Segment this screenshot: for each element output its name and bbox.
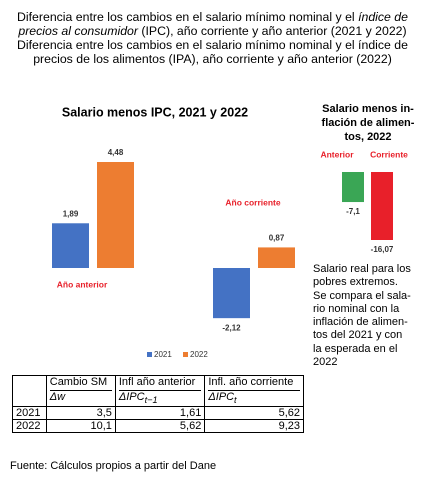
value-label: -7,1 — [346, 207, 360, 216]
cell: 9,23 — [204, 419, 304, 434]
category-label: Corriente — [370, 149, 408, 159]
title-part: (IPC), año corriente y año anterior (202… — [137, 24, 407, 38]
header-cell: Infl. año co­rriente ΔIPCt — [204, 374, 304, 408]
column-title: Cambio SM — [49, 376, 108, 388]
title: Diferencia entre los cambios en el salar… — [4, 10, 421, 38]
cell: 5,62 — [114, 419, 206, 434]
legend-label: 2022 — [190, 350, 208, 359]
note-line: la esperada en el — [313, 342, 398, 355]
value-label: 1,89 — [63, 209, 79, 218]
note-line: pobres extremos. — [313, 276, 398, 289]
data-row: 2022 10,1 5,62 9,23 — [12, 419, 304, 434]
title-part: índice de precios al consumidor — [18, 10, 408, 38]
table: Cambio SM Δw Infl año an­terior ΔIPCt−1 Infl… — [12, 374, 304, 434]
header-cell: Infl año an­terior ΔIPCt−1 — [114, 374, 206, 408]
category-label: Año corriente — [225, 197, 281, 207]
category-label: Año anterior — [57, 279, 108, 289]
note-line: rio nominal con la — [313, 302, 400, 315]
footer: Fuente: Cálculos propios a partir del Da… — [10, 460, 217, 472]
category-label: Anterior — [320, 149, 354, 159]
legend-swatch — [147, 352, 152, 357]
header-row: Cambio SM Δw Infl año an­terior ΔIPCt−1 Infl… — [12, 374, 304, 408]
header-cell — [12, 374, 47, 408]
cell: 3,5 — [45, 406, 116, 421]
note: Salario real para los pobres extremos. Se … — [313, 263, 411, 369]
value-label: -2,12 — [222, 323, 241, 332]
symbol: Δw — [49, 391, 66, 403]
symbol: ΔIPC — [208, 391, 235, 403]
column-symbol: ΔIPCt — [208, 390, 300, 406]
symbol-sub: t−1 — [144, 395, 158, 406]
legend-swatch — [183, 352, 188, 357]
bar — [213, 268, 250, 319]
note-line: inflación de alimen- — [313, 316, 408, 329]
note-line: Se compara el sala- — [313, 289, 411, 302]
symbol-sub: t — [234, 395, 237, 406]
column-title: Infl año an­terior — [118, 376, 196, 388]
bar — [371, 172, 393, 240]
note-line: Salario real para los — [313, 263, 411, 275]
chart-title: tos, 2022 — [344, 131, 391, 143]
value-label: 4,48 — [108, 148, 124, 157]
cell: 1,61 — [114, 406, 206, 421]
bar — [52, 223, 89, 268]
note-line: 2022 — [313, 356, 338, 369]
header: Diferencia entre los cambios en el salar… — [4, 10, 421, 66]
legend-label: 2021 — [154, 350, 172, 359]
bar — [97, 162, 134, 268]
chart-title: Salario menos in- — [322, 103, 414, 115]
bar — [258, 247, 295, 268]
value-label: -16,07 — [371, 245, 394, 254]
cell: 10,1 — [45, 419, 116, 434]
cell: 2021 — [12, 406, 47, 421]
header-cell: Cambio SM Δw — [45, 374, 116, 408]
subtitle: Diferencia entre los cambios en el salar… — [17, 38, 408, 66]
chart-title: flación de alimen- — [322, 117, 415, 129]
note-line: tos del 2021 y con — [313, 329, 403, 342]
data-row: 2021 3,5 1,61 5,62 — [12, 406, 304, 421]
bar — [342, 172, 364, 203]
value-label: 0,87 — [269, 234, 285, 243]
column-symbol: ΔIPCt−1 — [118, 390, 202, 406]
symbol: ΔIPC — [118, 391, 145, 403]
column-symbol: Δw — [49, 390, 112, 403]
column-title: Infl. año co­rriente — [208, 376, 294, 388]
title-part: Diferencia entre los cambios en el salar… — [17, 10, 359, 24]
chart-title: Salario menos IPC, 2021 y 2022 — [62, 105, 248, 119]
cell: 5,62 — [204, 406, 304, 421]
cell: 2022 — [12, 419, 47, 434]
